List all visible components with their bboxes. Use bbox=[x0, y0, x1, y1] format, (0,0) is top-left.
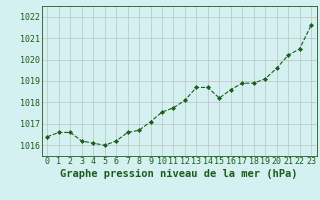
X-axis label: Graphe pression niveau de la mer (hPa): Graphe pression niveau de la mer (hPa) bbox=[60, 169, 298, 179]
